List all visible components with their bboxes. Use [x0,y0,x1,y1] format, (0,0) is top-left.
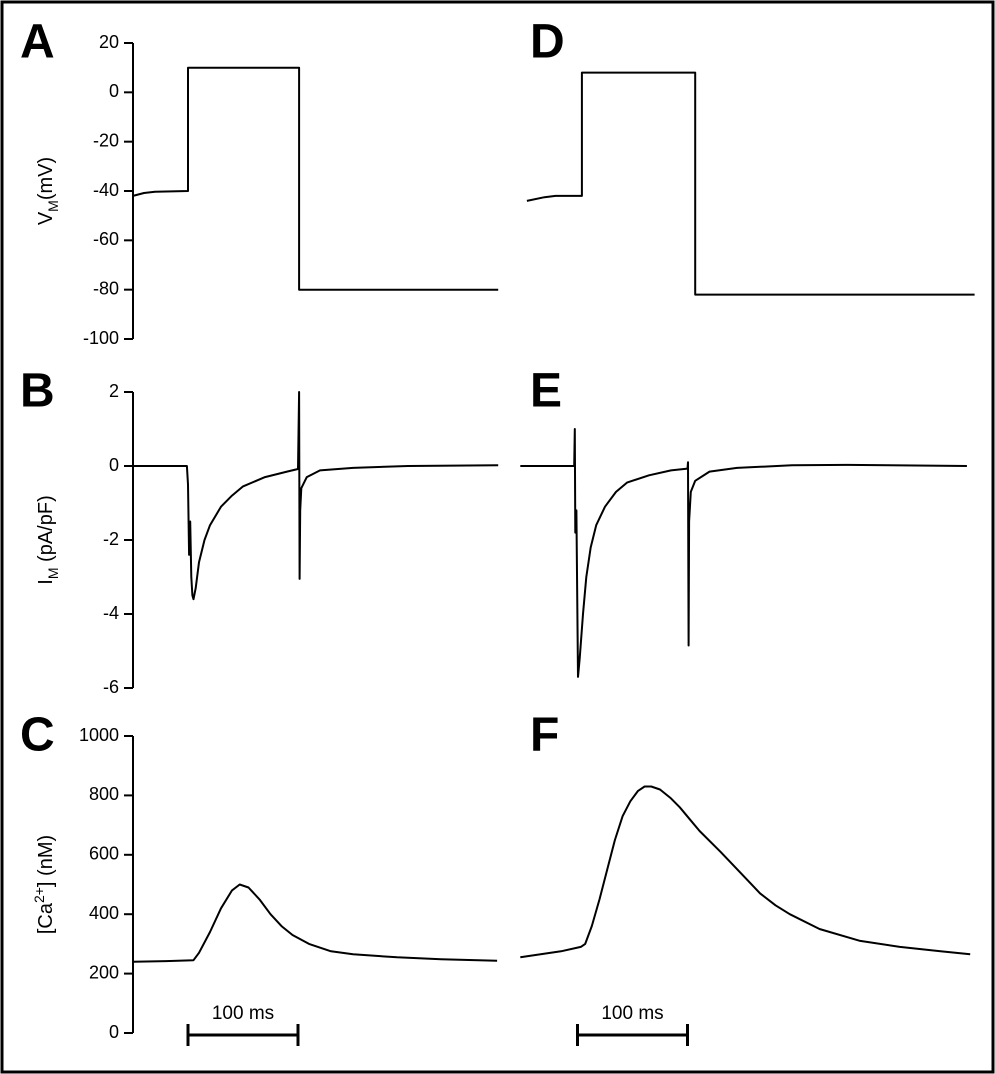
scale-bar: 100 ms [186,1003,300,1046]
y-axis-title: IM (pA/pF) [35,495,61,584]
y-axis-title-part: (mV) [35,157,57,200]
y-tick-label: 20 [99,32,119,52]
y-tick-label: -60 [93,229,119,249]
y-axis-title-part: M [45,568,61,580]
trace [520,785,971,959]
y-axis-title-part: [Ca [35,902,57,934]
y-tick-label: -40 [93,180,119,200]
y-tick-label: 800 [89,784,119,804]
y-tick-label: -4 [103,603,119,623]
y-tick-label: 600 [89,844,119,864]
panel-label: D [530,16,565,69]
trace [520,428,967,678]
y-tick-label: 400 [89,903,119,923]
y-tick-label: 0 [109,1022,119,1042]
y-tick-label: 1000 [79,725,119,745]
scale-bar-label: 100 ms [212,1003,274,1024]
y-tick-label: 2 [109,381,119,401]
y-tick-label: 0 [109,81,119,101]
y-axis-title-part: 2+ [31,887,47,903]
panel-label: F [530,709,559,762]
panel-label: E [530,365,562,418]
y-axis-title-part: M [45,200,61,212]
y-axis-title: [Ca2+] (nM) [31,835,57,934]
trace [133,391,499,601]
panel-label: A [20,16,55,69]
y-axis-title: VM(mV) [35,157,61,225]
trace [132,66,499,291]
y-axis-title-part: (pA/pF) [35,495,57,567]
y-tick-label: 0 [109,455,119,475]
y-tick-label: -100 [83,328,119,348]
y-axis-title-part: ] (nM) [35,835,57,887]
trace [526,71,975,296]
y-tick-label: -80 [93,278,119,298]
y-tick-label: -6 [103,677,119,697]
y-axis-title-part: V [35,211,57,225]
panel-label: B [20,365,55,418]
scale-bar-label: 100 ms [601,1003,663,1024]
y-axis-title-part: I [35,579,57,585]
panel-label: C [20,709,55,762]
scale-bar: 100 ms [576,1003,689,1046]
trace [132,883,498,963]
y-tick-label: -2 [103,529,119,549]
y-tick-label: 200 [89,962,119,982]
y-tick-label: -20 [93,130,119,150]
